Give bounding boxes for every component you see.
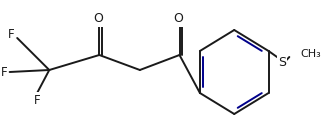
Text: O: O — [93, 13, 103, 26]
Text: F: F — [8, 27, 15, 41]
Text: F: F — [34, 94, 40, 106]
Text: F: F — [1, 66, 7, 78]
Text: CH₃: CH₃ — [301, 49, 321, 59]
Text: O: O — [174, 13, 184, 26]
Text: S: S — [278, 56, 286, 69]
